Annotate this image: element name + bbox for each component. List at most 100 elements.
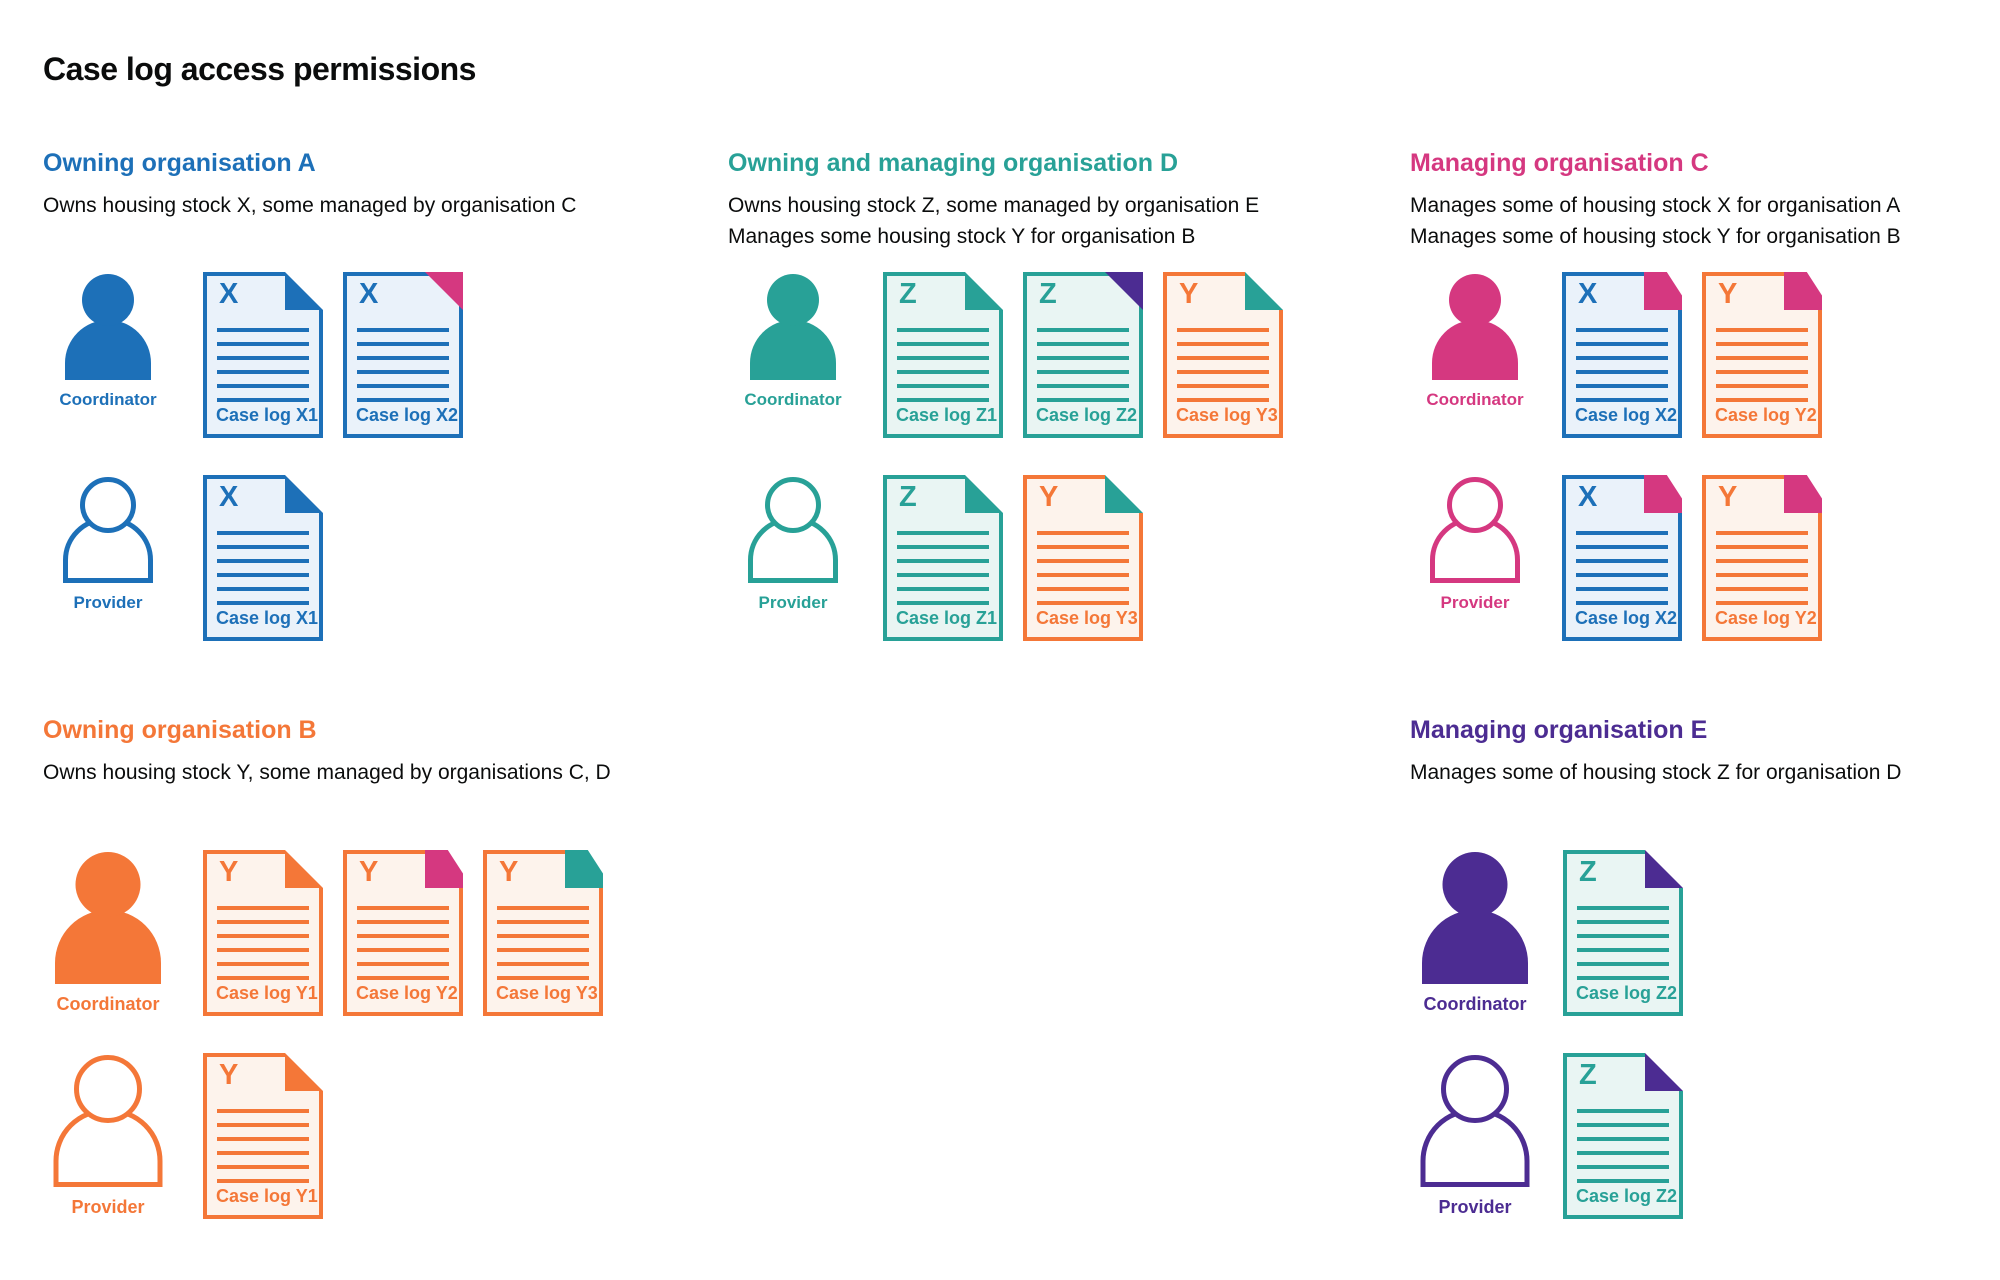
fold-shape <box>565 850 603 888</box>
doc-text-line <box>1037 601 1129 605</box>
doc-text-line <box>1716 370 1808 374</box>
doc-text-line <box>357 976 449 980</box>
doc-text-line <box>357 384 449 388</box>
doc-text-line <box>897 545 989 549</box>
doc-letterhead: Z <box>1039 278 1057 310</box>
doc-label: Case log Y3 <box>1036 608 1138 628</box>
coordinator-column: Coordinator <box>728 274 858 410</box>
person-role-label: Coordinator <box>59 390 157 409</box>
folded-corner-icon <box>285 272 323 310</box>
doc-text-lines <box>1037 328 1129 402</box>
provider-person-icon <box>63 477 153 583</box>
section-description: Manages some of housing stock X for orga… <box>1410 190 1901 252</box>
doc-text-line <box>217 587 309 591</box>
coordinator-person-icon <box>1432 274 1518 380</box>
case-log-doc-row: Y Case log Y1 Y Case log Y2 Y Case log Y3 <box>203 850 603 1016</box>
doc-text-line <box>1577 962 1669 966</box>
doc-text-line <box>1716 356 1808 360</box>
case-log-doc: X Case log X2 <box>1562 475 1682 641</box>
doc-text-line <box>1037 384 1129 388</box>
doc-text-line <box>1577 1137 1669 1141</box>
folded-corner-icon <box>965 475 1003 513</box>
doc-text-line <box>217 601 309 605</box>
coordinator-column: Coordinator <box>1410 274 1540 410</box>
case-log-doc: Y Case log Y1 <box>203 850 323 1016</box>
fold-shape <box>285 850 323 888</box>
doc-text-line <box>357 920 449 924</box>
person-head-shape <box>1442 852 1508 917</box>
case-log-doc: Z Case log Z2 <box>1563 850 1683 1016</box>
doc-text-line <box>897 328 989 332</box>
case-log-doc: X Case log X1 <box>203 272 323 438</box>
section-header: Managing organisation C <box>1410 149 1709 177</box>
doc-letterhead: X <box>219 278 239 310</box>
doc-text-line <box>1177 384 1269 388</box>
doc-letterhead: Y <box>1718 278 1738 310</box>
person-head-shape <box>80 477 136 533</box>
doc-text-line <box>217 531 309 535</box>
person-role-label: Provider <box>73 593 143 612</box>
doc-label: Case log X1 <box>216 405 319 425</box>
doc-text-line <box>897 601 989 605</box>
section-description: Owns housing stock Z, some managed by or… <box>728 190 1259 252</box>
doc-letterhead: Z <box>899 481 917 513</box>
doc-text-line <box>1177 328 1269 332</box>
doc-text-line <box>497 962 589 966</box>
doc-label: Case log Z1 <box>896 405 998 425</box>
case-log-doc: Y Case log Y3 <box>1023 475 1143 641</box>
doc-text-line <box>497 976 589 980</box>
doc-letterhead: Z <box>1579 856 1597 888</box>
doc-text-line <box>1576 370 1668 374</box>
case-log-doc: Z Case log Z1 <box>883 272 1003 438</box>
page-title: Case log access permissions <box>43 51 476 88</box>
provider-person-icon <box>748 477 838 583</box>
doc-text-line <box>1716 545 1808 549</box>
person-body-shape <box>1432 320 1518 380</box>
doc-text-line <box>1577 934 1669 938</box>
case-log-doc-row: Y Case log Y1 <box>203 1053 323 1219</box>
doc-text-line <box>217 1109 309 1113</box>
folded-corner-icon <box>285 1053 323 1091</box>
folded-corner-icon <box>1644 272 1682 310</box>
coordinator-column: Coordinator <box>43 852 173 1015</box>
doc-text-line <box>1576 601 1668 605</box>
doc-text-line <box>1037 587 1129 591</box>
doc-text-line <box>1576 531 1668 535</box>
fold-shape <box>425 272 463 310</box>
section-header: Owning organisation A <box>43 149 316 177</box>
doc-text-line <box>217 920 309 924</box>
fold-shape <box>1105 272 1143 310</box>
doc-text-line <box>1577 1109 1669 1113</box>
section-org-b: Owning organisation B Owns housing stock … <box>43 715 611 1219</box>
provider-column: Provider <box>43 1055 173 1218</box>
provider-person-icon <box>1420 1055 1530 1187</box>
fold-shape <box>285 1053 323 1091</box>
section-header: Managing organisation E <box>1410 716 1708 744</box>
case-log-doc: Y Case log Y2 <box>1702 272 1822 438</box>
doc-text-line <box>1037 545 1129 549</box>
doc-text-lines <box>897 328 989 402</box>
case-log-doc: Y Case log Y3 <box>1163 272 1283 438</box>
doc-text-lines <box>1716 531 1808 605</box>
doc-text-line <box>897 531 989 535</box>
folded-corner-icon <box>565 850 603 888</box>
doc-text-lines <box>217 531 309 605</box>
doc-letterhead: Y <box>219 1059 239 1091</box>
doc-letterhead: Y <box>1179 278 1199 310</box>
case-log-doc-row: Z Case log Z1 Z Case log Z2 Y Case log Y3 <box>883 272 1283 438</box>
coordinator-person-icon <box>750 274 836 380</box>
doc-text-line <box>1037 573 1129 577</box>
section-description: Owns housing stock X, some managed by or… <box>43 190 576 221</box>
doc-text-line <box>897 573 989 577</box>
person-body-shape <box>1422 910 1528 984</box>
coordinator-person-icon <box>55 852 161 984</box>
doc-text-line <box>357 934 449 938</box>
doc-text-line <box>1577 1165 1669 1169</box>
doc-text-line <box>897 559 989 563</box>
provider-column: Provider <box>728 477 858 613</box>
doc-text-line <box>1577 948 1669 952</box>
doc-text-line <box>1577 906 1669 910</box>
doc-text-line <box>897 384 989 388</box>
person-body-shape <box>750 320 836 380</box>
